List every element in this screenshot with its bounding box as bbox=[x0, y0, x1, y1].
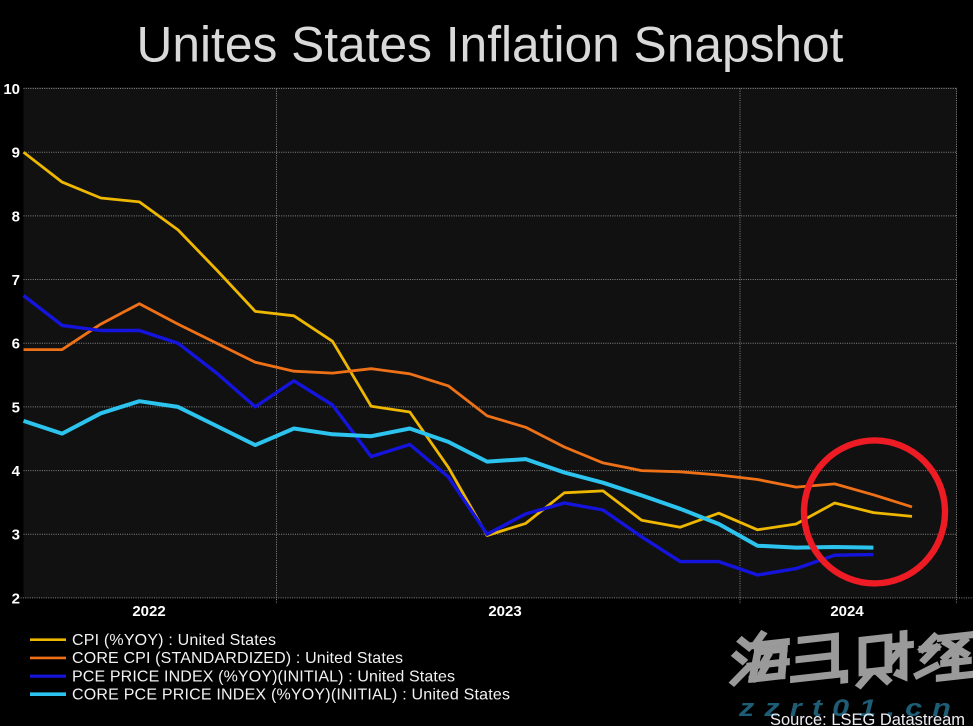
svg-text:5: 5 bbox=[12, 399, 20, 416]
svg-text:2023: 2023 bbox=[488, 603, 521, 620]
svg-text:Unites States Inflation Snapsh: Unites States Inflation Snapshot bbox=[137, 17, 844, 73]
svg-text:2: 2 bbox=[12, 590, 20, 607]
svg-text:CPI (%YOY) : United States: CPI (%YOY) : United States bbox=[72, 632, 276, 649]
svg-text:9: 9 bbox=[12, 145, 20, 162]
svg-text:8: 8 bbox=[12, 208, 20, 225]
svg-text:zzrt01.cn: zzrt01.cn bbox=[738, 695, 961, 722]
svg-text:7: 7 bbox=[12, 272, 20, 289]
svg-text:3: 3 bbox=[12, 527, 20, 544]
svg-text:6: 6 bbox=[12, 336, 20, 353]
svg-text:PCE PRICE INDEX (%YOY)(INITIAL: PCE PRICE INDEX (%YOY)(INITIAL) : United… bbox=[72, 669, 455, 686]
svg-text:CORE PCE PRICE INDEX (%YOY)(IN: CORE PCE PRICE INDEX (%YOY)(INITIAL) : U… bbox=[72, 687, 510, 704]
svg-text:4: 4 bbox=[12, 463, 21, 480]
svg-text:2022: 2022 bbox=[132, 603, 165, 620]
svg-text:CORE CPI (STANDARDIZED) : Unit: CORE CPI (STANDARDIZED) : United States bbox=[72, 650, 403, 667]
svg-text:2024: 2024 bbox=[830, 603, 864, 620]
svg-text:10: 10 bbox=[3, 81, 20, 98]
svg-text:Source: LSEG Datastream: Source: LSEG Datastream bbox=[770, 710, 965, 726]
